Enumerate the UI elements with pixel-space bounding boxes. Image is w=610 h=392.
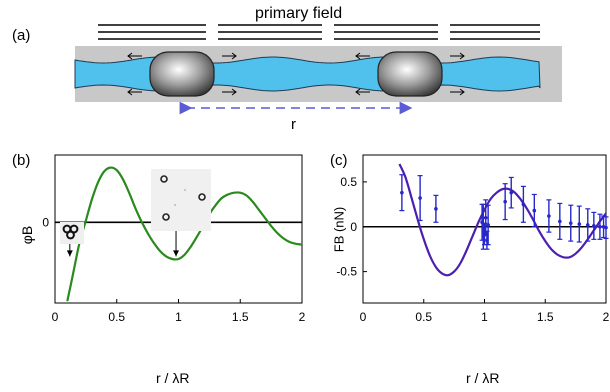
- plot-b-curve: [66, 166, 303, 302]
- bead-left: [149, 51, 215, 97]
- data-point: [532, 208, 537, 213]
- data-point: [604, 225, 608, 230]
- bead-right: [377, 51, 443, 97]
- flow-arrow-head: [231, 52, 237, 60]
- x-tick-label: 1.5: [232, 310, 249, 324]
- data-point: [400, 190, 404, 195]
- data-point: [577, 222, 582, 226]
- data-point: [434, 207, 438, 211]
- annotation-arrow-head: [173, 250, 180, 257]
- flow-arrow-head: [355, 52, 361, 60]
- panel-a-label: (a): [12, 27, 31, 44]
- flow-arrow-head: [231, 88, 237, 96]
- plot-b-ticks: 0 0.5 1 1.5 2 0: [42, 215, 305, 324]
- inset-clustered-beads: [60, 222, 84, 244]
- flow-arrow-head: [459, 52, 465, 60]
- y-tick-label: -0.5: [336, 265, 357, 279]
- data-point: [521, 202, 526, 207]
- x-tick-label: 0: [360, 310, 367, 324]
- panel-b-label: (b): [12, 152, 31, 169]
- flow-arrows: [127, 52, 465, 96]
- x-tick-label: 2: [603, 310, 610, 324]
- channel-schematic: [74, 24, 562, 115]
- primary-field-lines: [98, 24, 540, 40]
- plot-c-ylabel-text: FB (nN): [331, 206, 347, 253]
- flow-arrow-head: [127, 88, 133, 96]
- data-point: [503, 199, 507, 204]
- plot-c-curve: [398, 163, 607, 277]
- plot-c-errorbars: [399, 174, 609, 250]
- annotation-arrow-head: [66, 250, 73, 257]
- data-point: [558, 219, 562, 224]
- data-point: [418, 196, 422, 200]
- plot-c-ticks: 0 0.5 1 1.5 2 -0.5 0 0.5: [336, 175, 609, 324]
- flow-arrow-head: [355, 88, 361, 96]
- plot-b-xlabel: r / λR: [156, 370, 190, 386]
- inset-separated-beads: [151, 169, 211, 231]
- x-tick-label: 0.5: [108, 310, 125, 324]
- data-point: [486, 223, 490, 227]
- x-tick-label: 2: [299, 310, 306, 324]
- y-tick-label: 0: [350, 220, 357, 234]
- data-point: [509, 190, 514, 195]
- plot-c-xlabel: r / λR: [466, 370, 500, 386]
- x-tick-label: 0: [52, 310, 59, 324]
- data-point: [568, 221, 573, 225]
- y-tick-label: 0.5: [340, 175, 357, 189]
- y-tick-label: 0: [42, 215, 49, 229]
- x-tick-label: 1: [175, 310, 182, 324]
- x-tick-label: 0.5: [415, 310, 432, 324]
- primary-field-label: primary field: [255, 5, 343, 22]
- data-point: [598, 224, 602, 229]
- data-point: [547, 214, 551, 218]
- x-tick-label: 1.5: [537, 310, 554, 324]
- separation-label: r: [291, 116, 296, 133]
- x-tick-label: 1: [481, 310, 488, 324]
- flow-arrow-head: [459, 88, 465, 96]
- plot-c-ylabel: FB (nN): [331, 207, 346, 253]
- flow-arrow-head: [127, 52, 133, 60]
- panel-c-label: (c): [330, 152, 348, 169]
- data-point: [483, 215, 488, 220]
- data-point: [585, 223, 590, 227]
- data-point: [592, 224, 596, 228]
